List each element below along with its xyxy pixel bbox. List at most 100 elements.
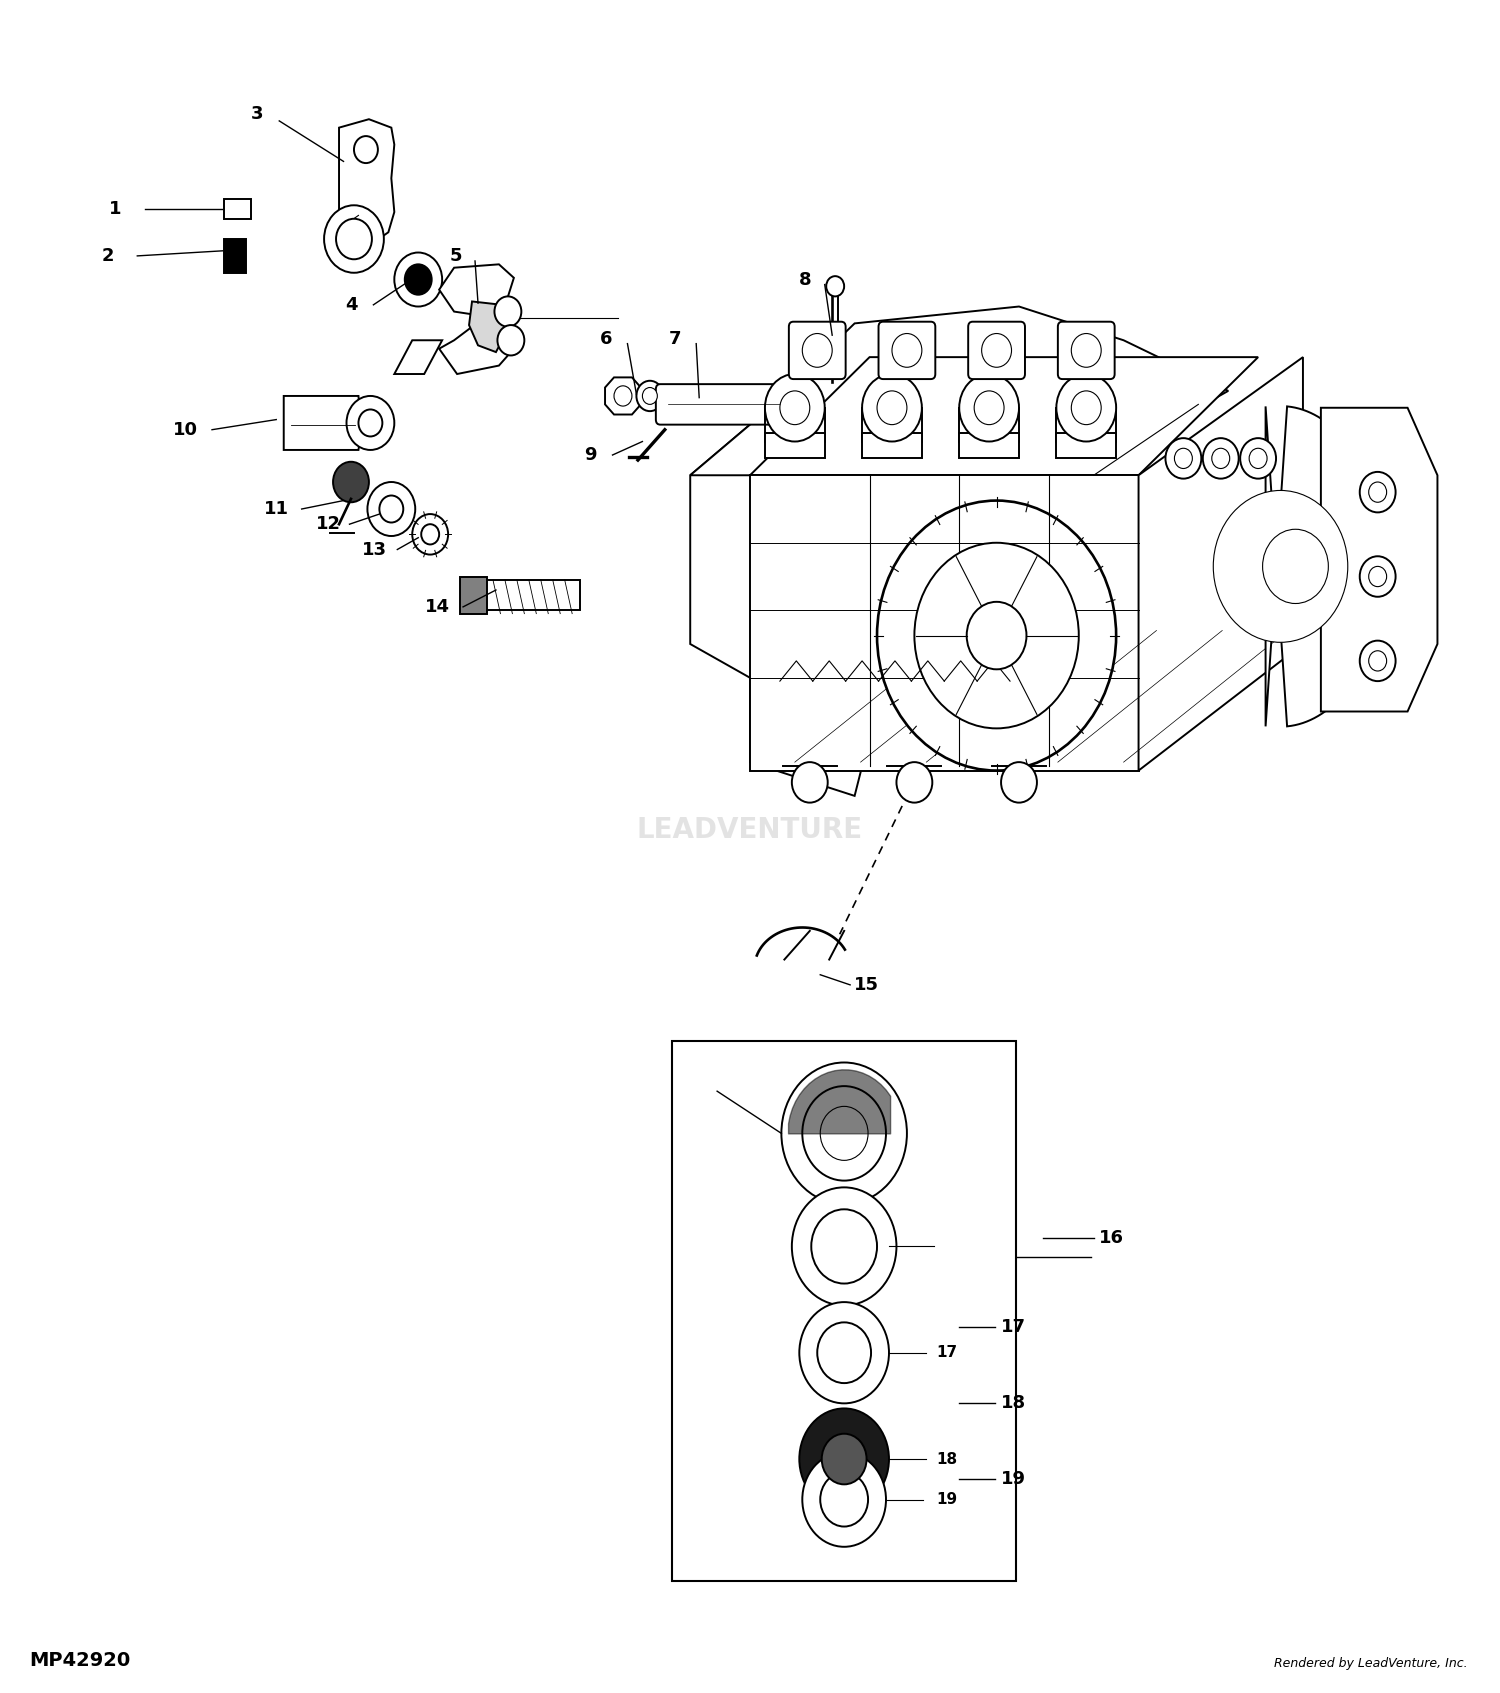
Circle shape (1214, 491, 1348, 642)
Circle shape (792, 1187, 897, 1305)
Circle shape (1000, 762, 1036, 802)
Polygon shape (440, 264, 515, 315)
Text: 9: 9 (584, 445, 597, 464)
Circle shape (897, 762, 933, 802)
Polygon shape (1138, 357, 1304, 770)
Circle shape (413, 515, 448, 555)
Text: 2: 2 (100, 247, 114, 264)
Circle shape (802, 334, 832, 367)
Text: Rendered by LeadVenture, Inc.: Rendered by LeadVenture, Inc. (1274, 1657, 1467, 1669)
Polygon shape (690, 425, 885, 796)
Circle shape (772, 388, 802, 422)
Polygon shape (1266, 406, 1384, 726)
Polygon shape (284, 396, 362, 450)
Circle shape (614, 386, 632, 406)
Circle shape (333, 462, 369, 503)
Circle shape (354, 135, 378, 163)
Circle shape (336, 218, 372, 259)
Text: 17: 17 (1000, 1319, 1026, 1336)
Circle shape (915, 543, 1078, 728)
Circle shape (1174, 449, 1192, 469)
Polygon shape (690, 306, 1228, 476)
Text: 4: 4 (345, 296, 357, 313)
Circle shape (324, 205, 384, 273)
Text: 19: 19 (1000, 1470, 1026, 1488)
Circle shape (642, 388, 657, 405)
Circle shape (368, 483, 416, 537)
Polygon shape (1322, 408, 1437, 711)
Circle shape (802, 1453, 886, 1547)
Circle shape (495, 296, 522, 327)
Text: 16: 16 (1100, 1229, 1124, 1248)
Text: 1: 1 (108, 200, 122, 218)
Bar (224, 198, 251, 218)
Polygon shape (604, 378, 640, 415)
Polygon shape (470, 301, 509, 352)
Bar (460, 577, 488, 613)
Text: 12: 12 (316, 515, 340, 533)
Text: 18: 18 (938, 1451, 958, 1466)
Circle shape (498, 325, 525, 356)
Circle shape (394, 252, 442, 306)
Circle shape (981, 334, 1011, 367)
Text: 17: 17 (938, 1346, 958, 1359)
Bar (224, 239, 246, 273)
Circle shape (1056, 374, 1116, 442)
Circle shape (827, 276, 844, 296)
Bar (478, 581, 579, 609)
Circle shape (800, 1302, 889, 1403)
Circle shape (1240, 438, 1276, 479)
Polygon shape (339, 119, 394, 245)
Polygon shape (750, 476, 1138, 770)
FancyBboxPatch shape (656, 384, 788, 425)
Text: 14: 14 (424, 598, 450, 616)
Text: 10: 10 (172, 420, 198, 438)
Polygon shape (394, 340, 442, 374)
FancyBboxPatch shape (968, 322, 1024, 379)
FancyBboxPatch shape (879, 322, 936, 379)
Circle shape (802, 1087, 886, 1180)
Text: 6: 6 (600, 330, 613, 347)
Circle shape (1203, 438, 1239, 479)
Circle shape (1263, 530, 1329, 603)
Circle shape (812, 1209, 877, 1283)
Bar (765, 433, 825, 459)
Text: MP42920: MP42920 (30, 1651, 130, 1669)
Circle shape (974, 391, 1004, 425)
Text: 11: 11 (264, 499, 290, 518)
Bar (862, 433, 922, 459)
Circle shape (1071, 391, 1101, 425)
Circle shape (878, 501, 1116, 770)
Circle shape (821, 1106, 868, 1160)
Circle shape (346, 396, 394, 450)
Circle shape (1368, 567, 1386, 587)
Circle shape (878, 391, 908, 425)
Circle shape (1166, 438, 1202, 479)
Text: 5: 5 (450, 247, 462, 264)
Circle shape (1359, 472, 1395, 513)
Text: 19: 19 (938, 1492, 958, 1507)
FancyBboxPatch shape (789, 322, 846, 379)
Circle shape (1212, 449, 1230, 469)
Circle shape (958, 374, 1018, 442)
Circle shape (1368, 650, 1386, 670)
Circle shape (792, 762, 828, 802)
Circle shape (818, 1322, 872, 1383)
Circle shape (1071, 334, 1101, 367)
Bar (1056, 433, 1116, 459)
Bar (958, 433, 1018, 459)
Text: 7: 7 (669, 330, 681, 347)
Circle shape (966, 601, 1026, 669)
Circle shape (1359, 640, 1395, 681)
Circle shape (862, 374, 922, 442)
Text: LEADVENTURE: LEADVENTURE (638, 816, 862, 843)
Bar (672, 1041, 1016, 1581)
Circle shape (765, 374, 825, 442)
Circle shape (422, 525, 440, 545)
Circle shape (892, 334, 922, 367)
Circle shape (780, 391, 810, 425)
Circle shape (782, 1063, 908, 1204)
Circle shape (1359, 557, 1395, 596)
Circle shape (1250, 449, 1268, 469)
Text: 3: 3 (251, 105, 262, 124)
